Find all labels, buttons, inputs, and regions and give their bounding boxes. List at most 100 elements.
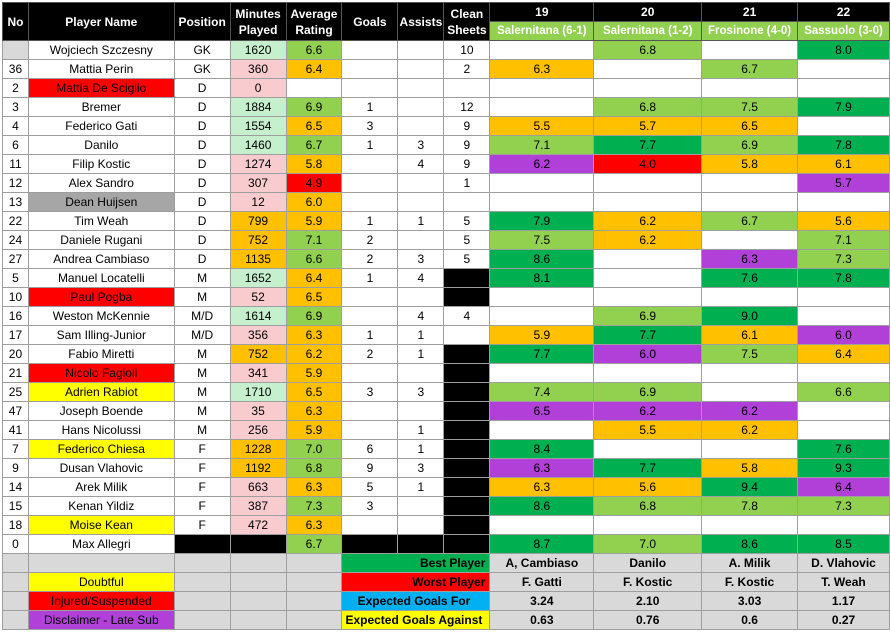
cell-player-name[interactable]: Mattia De Sciglio <box>27 78 175 98</box>
cell-no[interactable]: 41 <box>2 420 29 440</box>
cell-match-rating[interactable]: 7.9 <box>797 97 890 117</box>
cell-minutes[interactable]: 1884 <box>229 97 287 117</box>
cell-assists[interactable] <box>397 515 445 535</box>
cell-match-rating[interactable]: 6.6 <box>797 382 890 402</box>
cell-clean-sheets[interactable] <box>443 534 491 554</box>
cell-clean-sheets[interactable] <box>443 439 491 459</box>
cell-no[interactable]: 24 <box>2 230 29 250</box>
cell-assists[interactable]: 1 <box>397 325 445 345</box>
cell-player-name[interactable]: Federico Chiesa <box>27 439 175 459</box>
cell-assists[interactable] <box>397 401 445 421</box>
cell-match-rating[interactable]: 6.3 <box>489 458 595 478</box>
cell-match-rating[interactable]: 7.1 <box>489 135 595 155</box>
cell-match-rating[interactable] <box>701 439 799 459</box>
header-match-number[interactable]: 22 <box>797 2 890 22</box>
summary-value[interactable]: 3.03 <box>701 591 799 611</box>
cell-minutes[interactable]: 1614 <box>229 306 287 326</box>
cell-match-rating[interactable]: 6.2 <box>593 230 703 250</box>
cell-assists[interactable] <box>397 192 445 212</box>
header-position[interactable]: Position <box>173 2 231 41</box>
cell-minutes[interactable]: 256 <box>229 420 287 440</box>
cell-goals[interactable]: 1 <box>341 268 399 288</box>
summary-value[interactable]: Danilo <box>593 553 703 573</box>
summary-value[interactable]: T. Weah <box>797 572 890 592</box>
cell-match-rating[interactable]: 6.2 <box>701 420 799 440</box>
cell-match-rating[interactable] <box>593 363 703 383</box>
cell-match-rating[interactable] <box>701 78 799 98</box>
cell-position[interactable]: D <box>173 135 231 155</box>
cell-average-rating[interactable]: 6.5 <box>285 287 343 307</box>
cell-match-rating[interactable]: 8.5 <box>797 534 890 554</box>
cell-position[interactable]: F <box>173 439 231 459</box>
cell-average-rating[interactable]: 5.8 <box>285 154 343 174</box>
cell-position[interactable]: D <box>173 249 231 269</box>
cell-match-rating[interactable]: 7.6 <box>797 439 890 459</box>
cell-average-rating[interactable]: 6.3 <box>285 325 343 345</box>
cell-assists[interactable]: 1 <box>397 420 445 440</box>
cell-goals[interactable]: 3 <box>341 382 399 402</box>
cell-minutes[interactable]: 387 <box>229 496 287 516</box>
cell-goals[interactable] <box>341 40 399 60</box>
cell-average-rating[interactable]: 6.0 <box>285 192 343 212</box>
cell-match-rating[interactable]: 6.4 <box>797 344 890 364</box>
cell-assists[interactable] <box>397 496 445 516</box>
cell-player-name[interactable]: Wojciech Szczesny <box>27 40 175 60</box>
header-match-opponent[interactable]: Sassuolo (3-0) <box>797 21 890 41</box>
cell-match-rating[interactable]: 6.9 <box>593 382 703 402</box>
cell-assists[interactable]: 4 <box>397 306 445 326</box>
cell-player-name[interactable]: Bremer <box>27 97 175 117</box>
cell-average-rating[interactable]: 6.4 <box>285 268 343 288</box>
cell-no[interactable]: 7 <box>2 439 29 459</box>
cell-no[interactable]: 11 <box>2 154 29 174</box>
cell-clean-sheets[interactable]: 2 <box>443 59 491 79</box>
cell-clean-sheets[interactable] <box>443 382 491 402</box>
cell-no[interactable]: 17 <box>2 325 29 345</box>
cell-match-rating[interactable]: 6.4 <box>797 477 890 497</box>
cell-player-name[interactable]: Nicolo Fagioli <box>27 363 175 383</box>
cell-minutes[interactable]: 1460 <box>229 135 287 155</box>
cell-player-name[interactable]: Arek Milik <box>27 477 175 497</box>
cell-position[interactable]: GK <box>173 59 231 79</box>
cell-match-rating[interactable] <box>701 40 799 60</box>
cell-goals[interactable]: 9 <box>341 458 399 478</box>
cell-no[interactable]: 13 <box>2 192 29 212</box>
cell-match-rating[interactable] <box>593 439 703 459</box>
cell-assists[interactable] <box>397 363 445 383</box>
cell-player-name[interactable]: Federico Gati <box>27 116 175 136</box>
cell-clean-sheets[interactable] <box>443 496 491 516</box>
summary-value[interactable]: 0.63 <box>489 610 595 630</box>
header-match-opponent[interactable]: Salernitana (6-1) <box>489 21 595 41</box>
cell-average-rating[interactable]: 6.3 <box>285 477 343 497</box>
cell-average-rating[interactable]: 6.8 <box>285 458 343 478</box>
cell-average-rating[interactable]: 6.9 <box>285 306 343 326</box>
summary-value[interactable]: A. Milik <box>701 553 799 573</box>
cell-match-rating[interactable]: 8.4 <box>489 439 595 459</box>
cell-player-name[interactable]: Danilo <box>27 135 175 155</box>
cell-match-rating[interactable] <box>593 268 703 288</box>
cell-match-rating[interactable]: 8.0 <box>797 40 890 60</box>
cell-match-rating[interactable]: 7.6 <box>701 268 799 288</box>
cell-goals[interactable] <box>341 154 399 174</box>
cell-minutes[interactable]: 356 <box>229 325 287 345</box>
cell-position[interactable]: M <box>173 287 231 307</box>
cell-clean-sheets[interactable]: 9 <box>443 116 491 136</box>
cell-minutes[interactable] <box>229 534 287 554</box>
cell-average-rating[interactable]: 6.5 <box>285 116 343 136</box>
cell-assists[interactable]: 1 <box>397 344 445 364</box>
cell-assists[interactable] <box>397 97 445 117</box>
cell-player-name[interactable]: Daniele Rugani <box>27 230 175 250</box>
cell-match-rating[interactable]: 6.3 <box>489 59 595 79</box>
cell-player-name[interactable]: Moise Kean <box>27 515 175 535</box>
cell-no[interactable]: 4 <box>2 116 29 136</box>
summary-value[interactable]: 2.10 <box>593 591 703 611</box>
cell-match-rating[interactable] <box>797 515 890 535</box>
cell-goals[interactable] <box>341 173 399 193</box>
cell-match-rating[interactable] <box>797 287 890 307</box>
cell-minutes[interactable]: 1554 <box>229 116 287 136</box>
cell-match-rating[interactable]: 6.7 <box>701 211 799 231</box>
cell-goals[interactable]: 3 <box>341 496 399 516</box>
cell-assists[interactable]: 3 <box>397 135 445 155</box>
cell-player-name[interactable]: Mattia Perin <box>27 59 175 79</box>
cell-position[interactable]: M <box>173 420 231 440</box>
cell-match-rating[interactable] <box>489 420 595 440</box>
